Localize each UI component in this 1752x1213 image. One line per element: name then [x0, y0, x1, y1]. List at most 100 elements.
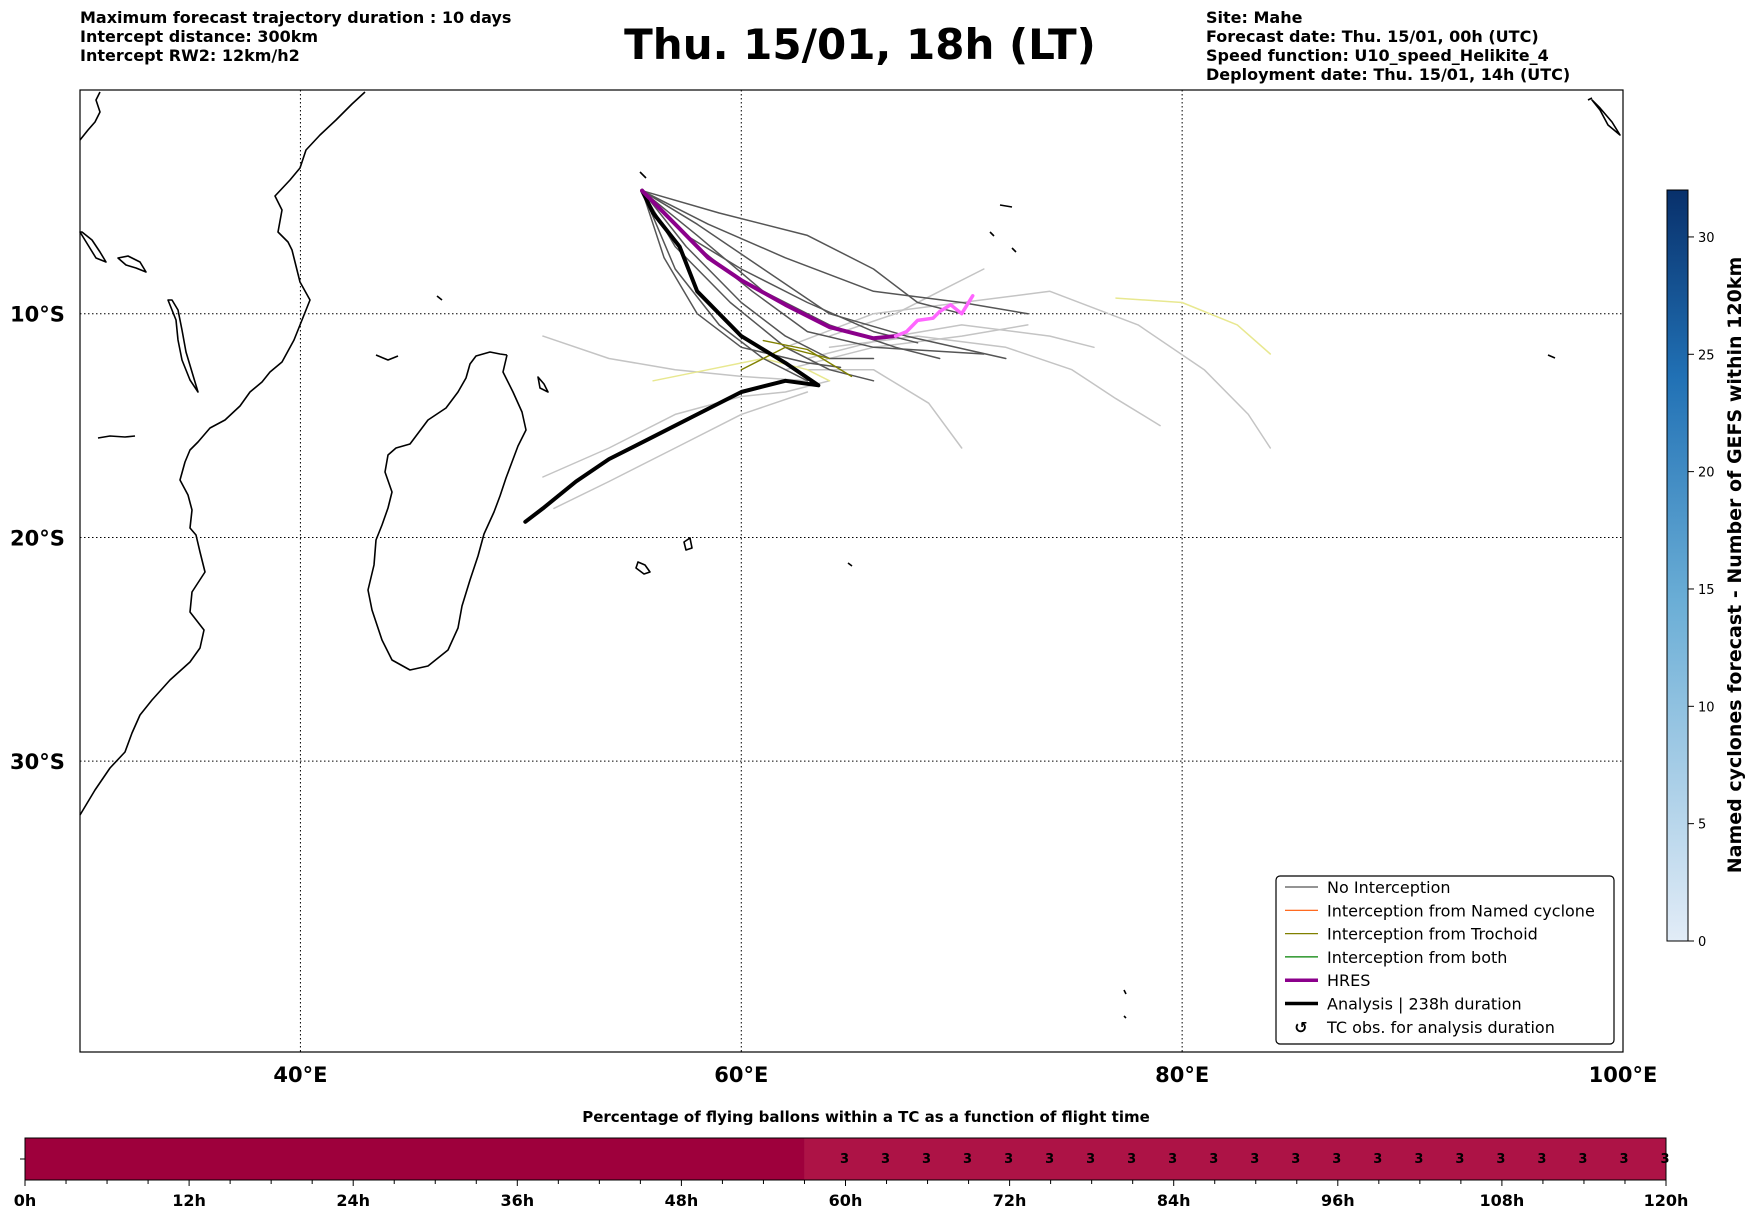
map-legend: No Interception Interception from Named c… [1275, 875, 1615, 1045]
ensemble-member-track [784, 290, 1272, 449]
legend-label: Interception from Trochoid [1327, 925, 1538, 944]
colorbar-tick-label: 10 [1698, 700, 1715, 715]
island-outline [683, 537, 693, 551]
island-outline [1123, 989, 1127, 995]
map-axis-labels: 40°E 60°E 80°E 100°E 10°S 20°S 30°S [10, 303, 1657, 1087]
legend-label: TC obs. for analysis duration [1326, 1018, 1555, 1037]
flight-bar-value-label: 3 [1332, 1152, 1341, 1167]
flight-bar-value-label: 3 [1660, 1152, 1669, 1167]
madagascar-coastline [367, 351, 527, 671]
trochoid-interception-tracks [740, 339, 853, 378]
flight-bar-tick-label: 108h [1480, 1191, 1525, 1210]
flight-bar-value-label: 3 [1086, 1152, 1095, 1167]
hres-track-line [640, 188, 898, 341]
lon-tick-label: 40°E [273, 1063, 327, 1087]
flight-bar-tick-label: 60h [829, 1191, 863, 1210]
flight-bar-cell [804, 1138, 1666, 1180]
flight-bar-value-label: 3 [963, 1152, 972, 1167]
flight-bar-value-label: 3 [1537, 1152, 1546, 1167]
island-outline [847, 562, 853, 567]
africa-coastline [79, 91, 366, 816]
lon-tick-label: 80°E [1155, 1063, 1209, 1087]
ensemble-member-track [553, 391, 809, 510]
header-right-line: Site: Mahe [1206, 8, 1303, 27]
flight-bar-cell [25, 1138, 805, 1180]
flight-bar-tick-label: 48h [665, 1191, 699, 1210]
no-interception-track [641, 189, 875, 360]
flight-bar-tick-label: 72h [993, 1191, 1027, 1210]
no-interception-track [641, 189, 1007, 360]
map-frame [79, 89, 1624, 1053]
flight-time-bar: Percentage of flying ballons within a TC… [14, 1108, 1689, 1210]
lat-tick-label: 20°S [10, 526, 65, 550]
colorbar-tick-label: 15 [1698, 583, 1715, 598]
ensemble-member-track [542, 335, 809, 382]
island-outline [999, 204, 1013, 208]
no-interception-track [641, 189, 809, 382]
coastlines [79, 91, 1621, 1019]
trochoid-interception-track [762, 339, 853, 378]
flight-bar-tick-label: 12h [172, 1191, 206, 1210]
flight-bar-tick-label: 24h [336, 1191, 370, 1210]
header-left-info: Maximum forecast trajectory duration : 1… [80, 8, 511, 65]
legend-label: No Interception [1327, 878, 1451, 897]
header-right-line: Speed function: U10_speed_Helikite_4 [1206, 46, 1549, 65]
colorbar: 0 5 10 15 20 25 30 Named cyclones forecast - N… [1666, 189, 1746, 950]
island-outline [167, 299, 199, 393]
hres-recent-track-line [893, 294, 975, 338]
island-outline [436, 295, 443, 301]
island-outline [639, 171, 647, 179]
page-title: Thu. 15/01, 18h (LT) [624, 20, 1096, 69]
island-outline [1011, 247, 1017, 253]
island-outline [79, 231, 107, 263]
island-outline [1591, 99, 1621, 136]
flight-bar-value-label: 3 [1373, 1152, 1382, 1167]
flight-bar-tick-label: 84h [1157, 1191, 1191, 1210]
colorbar-tick-label: 25 [1698, 348, 1715, 363]
ensemble-member-track [828, 335, 1161, 427]
flight-bar-tick-label: 96h [1321, 1191, 1355, 1210]
island-outline [989, 231, 995, 237]
lon-tick-label: 100°E [1589, 1063, 1658, 1087]
map-panel[interactable]: 40°E 60°E 80°E 100°E 10°S 20°S 30°S No Interce… [10, 89, 1657, 1087]
header-right-info: Site: Mahe Forecast date: Thu. 15/01, 00… [1206, 8, 1570, 84]
flight-bar-title: Percentage of flying ballons within a TC… [582, 1108, 1150, 1126]
flight-bar-value-label: 3 [1578, 1152, 1587, 1167]
no-interception-track [641, 189, 842, 369]
legend-label: Analysis | 238h duration [1327, 995, 1522, 1014]
island-outline [117, 255, 147, 273]
flight-bar-value-label: 3 [1291, 1152, 1300, 1167]
legend-box [1275, 875, 1615, 1045]
flight-bar-value-label: 3 [1168, 1152, 1177, 1167]
flight-bar-value-label: 3 [1127, 1152, 1136, 1167]
legend-label: Interception from both [1327, 948, 1507, 967]
lat-tick-label: 10°S [10, 303, 65, 327]
flight-bar-value-label: 3 [1496, 1152, 1505, 1167]
colorbar-tick-label: 5 [1698, 818, 1706, 833]
lon-tick-label: 60°E [714, 1063, 768, 1087]
no-interception-track [641, 189, 875, 382]
island-outline [97, 435, 136, 439]
island-outline [1547, 354, 1556, 359]
ensemble-light-tracks [542, 268, 1272, 510]
flight-bar-value-label: 3 [922, 1152, 931, 1167]
colorbar-tick-label: 30 [1698, 231, 1715, 246]
ensemble-member-track [806, 324, 1095, 360]
flight-bar-value-label: 3 [1455, 1152, 1464, 1167]
colorbar-label: Named cyclones forecast - Number of GEFS… [1724, 257, 1746, 874]
header-left-line: Intercept distance: 300km [80, 27, 319, 46]
header-left-line: Intercept RW2: 12km/h2 [80, 46, 300, 65]
no-interception-track [641, 189, 963, 315]
header-right-line: Deployment date: Thu. 15/01, 14h (UTC) [1206, 65, 1571, 84]
hres-track [640, 188, 975, 341]
flight-bar-value-label: 3 [840, 1152, 849, 1167]
island-outline [635, 561, 651, 575]
flight-bar-value-label: 3 [1619, 1152, 1628, 1167]
legend-marker: ↺ [1294, 1018, 1307, 1037]
no-interception-track [641, 189, 1029, 315]
flight-bar-tick-label: 36h [500, 1191, 534, 1210]
colorbar-gradient [1666, 189, 1689, 942]
header-left-line: Maximum forecast trajectory duration : 1… [80, 8, 512, 27]
flight-bar-value-label: 3 [1209, 1152, 1218, 1167]
